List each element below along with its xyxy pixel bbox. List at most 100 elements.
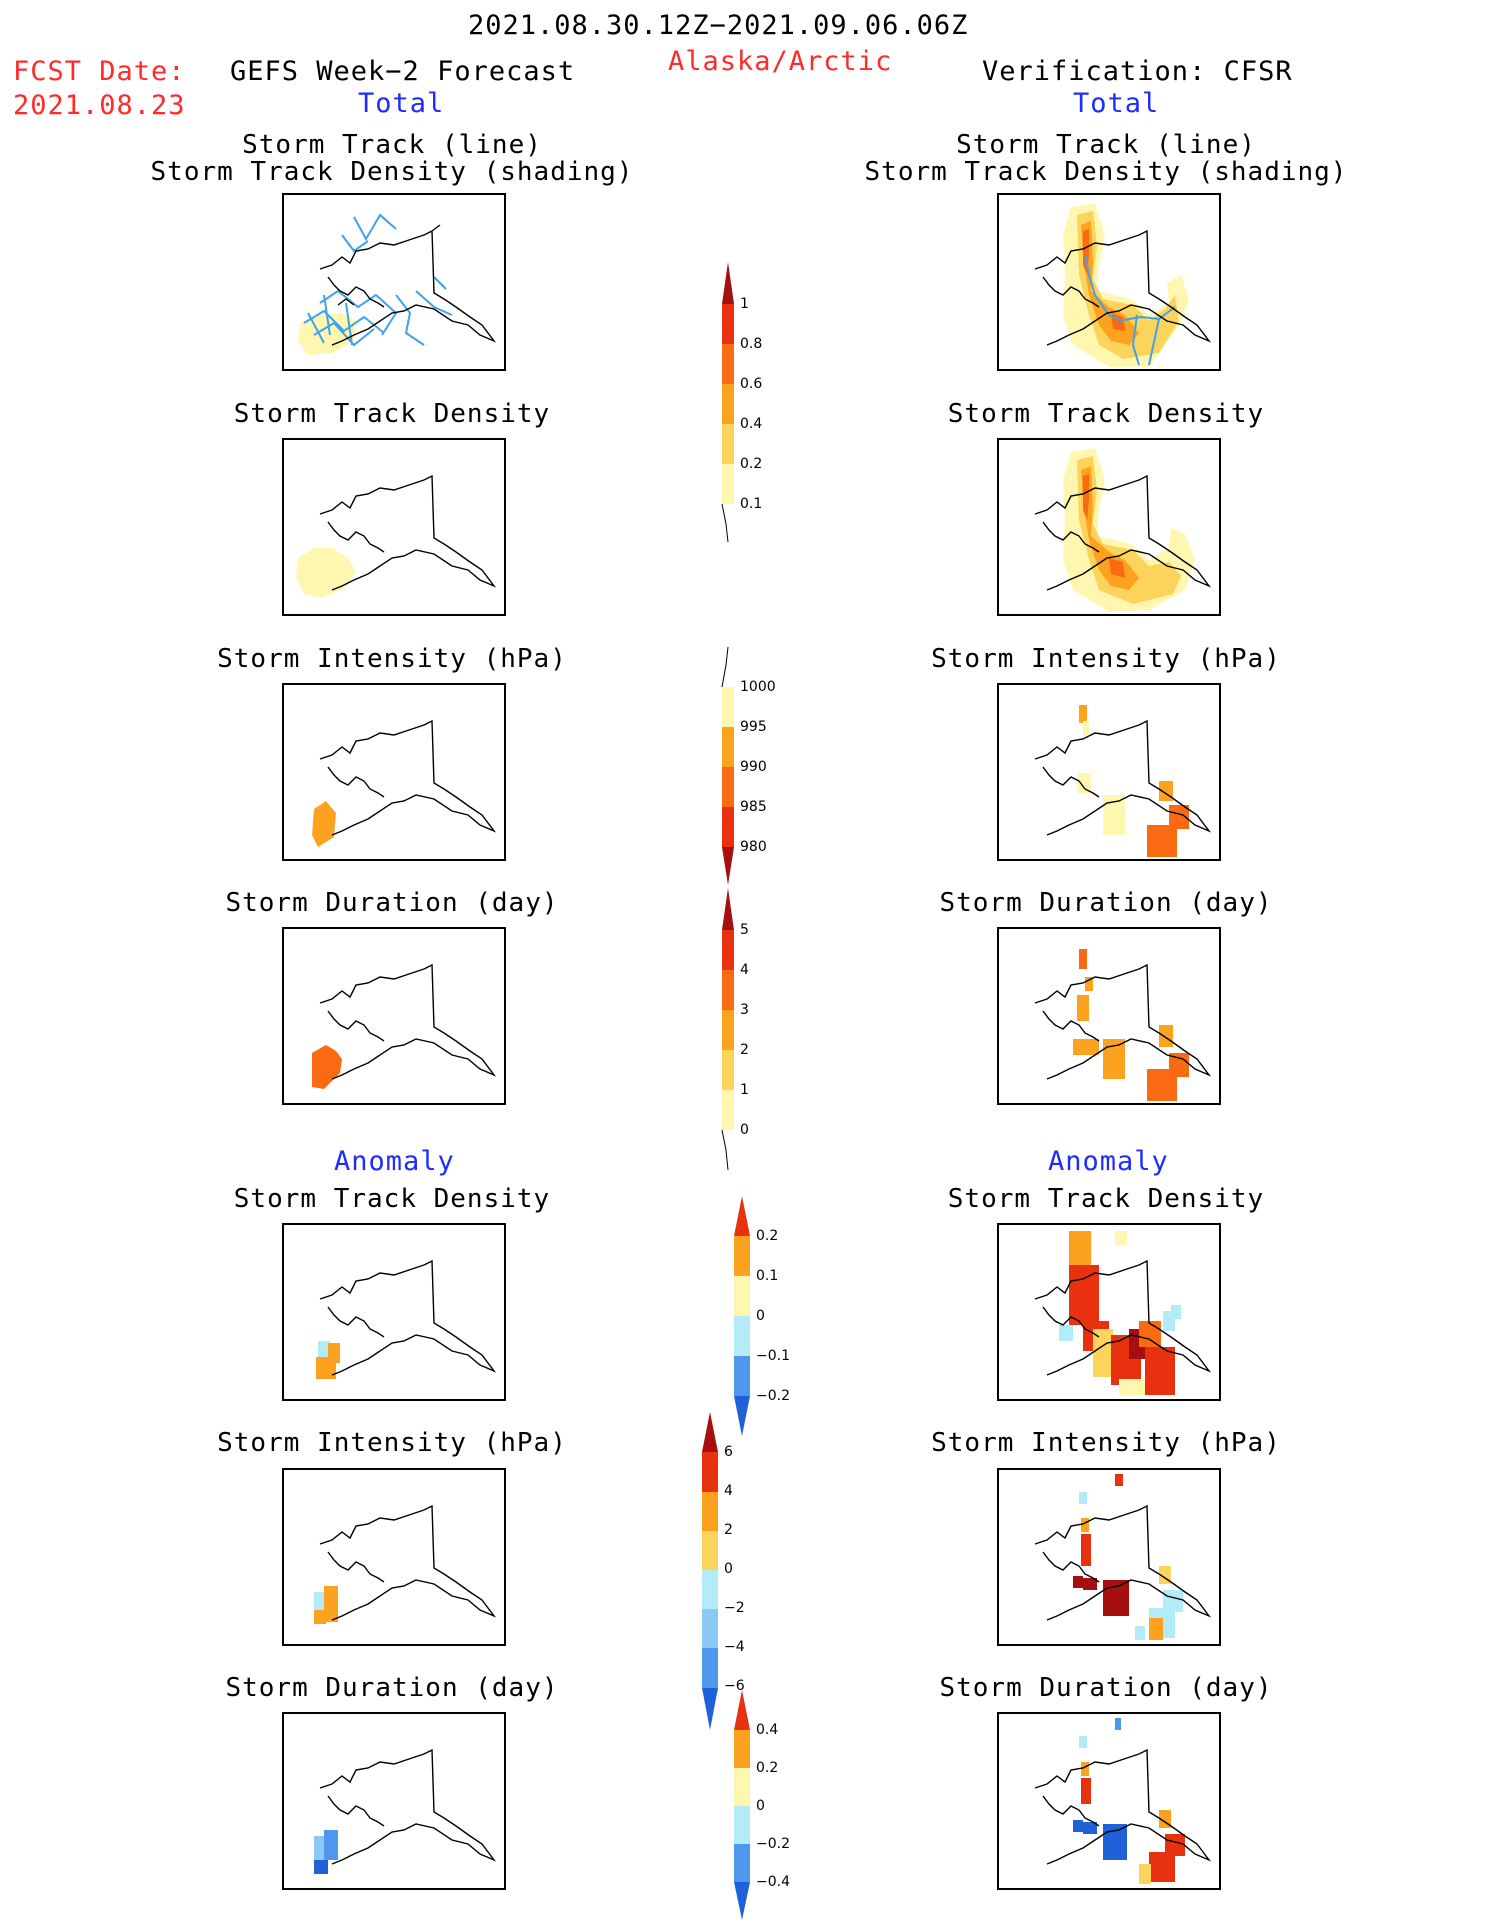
right-intensity-title: Storm Intensity (hPa) [931,644,1281,674]
right-intensity-coastline [1034,719,1212,836]
right-intensity-shading [1077,705,1189,857]
colorbar-anom-intensity-label: −2 [724,1600,745,1616]
colorbar-anom-duration-top-arrow [734,1690,750,1730]
right-anom-intensity-map [997,1468,1221,1646]
left-anom-duration-shading [314,1830,338,1874]
right-duration-title: Storm Duration (day) [939,888,1273,918]
colorbar-anom-intensity-bottom-arrow [702,1688,718,1730]
colorbar-duration-label: 2 [740,1042,749,1058]
right-density-title: Storm Track Density [947,399,1265,429]
colorbar-anom-duration-label: 0 [756,1798,765,1814]
left-duration-coastline [319,963,497,1080]
left-track-coastline [319,224,497,346]
left-track-title-line1: Storm Track (line) [242,130,542,160]
colorbar-density-label: 0.2 [740,456,762,472]
fcst-date-value: 2021.08.23 [13,90,186,121]
left-anom-duration-title: Storm Duration (day) [225,1673,559,1703]
left-column-title: GEFS Week−2 Forecast [230,56,576,87]
colorbar-intensity: 1000 995 990 985 980 [718,645,808,889]
colorbar-anom-intensity-label: 4 [724,1483,733,1499]
colorbar-anom-intensity-label: −4 [724,1639,745,1655]
right-intensity-map [997,683,1221,861]
right-track-title-line2: Storm Track Density (shading) [864,157,1348,187]
right-duration-coastline [1034,963,1212,1080]
left-track-title-line2: Storm Track Density (shading) [150,157,634,187]
right-anom-density-coastline [1034,1259,1212,1376]
right-anom-intensity-coastline [1034,1504,1212,1621]
colorbar-anom-intensity-label: 2 [724,1522,733,1538]
right-density-coastline [1034,474,1212,591]
right-density-map [997,438,1221,616]
left-duration-title: Storm Duration (day) [225,888,559,918]
colorbar-anom-density-bottom-arrow [734,1396,750,1436]
left-anom-intensity-coastline [319,1504,497,1621]
colorbar-density-label: 1 [740,296,749,312]
colorbar-density: 1 0.8 0.6 0.4 0.2 0.1 [718,262,808,551]
left-intensity-map [282,683,506,861]
right-anom-density-title: Storm Track Density [947,1184,1265,1214]
left-intensity-coastline [319,719,497,836]
right-anom-density-map [997,1223,1221,1401]
colorbar-intensity-bottom-arrow [722,847,734,885]
colorbar-anom-density-label: 0.1 [756,1268,778,1284]
colorbar-duration-label: 4 [740,962,749,978]
left-anom-intensity-map [282,1468,506,1646]
right-anom-density-shading [1059,1231,1181,1395]
right-total-label: Total [1073,88,1160,119]
left-total-label: Total [358,88,445,119]
colorbar-anom-density-top-arrow [734,1196,750,1236]
colorbar-anom-intensity-label: 6 [724,1444,733,1460]
left-duration-map [282,927,506,1105]
colorbar-anom-density-label: −0.1 [756,1348,790,1364]
colorbar-duration: 5 4 3 2 1 0 [718,888,808,1177]
colorbar-intensity-label: 980 [740,839,767,855]
colorbar-anom-duration: 0.4 0.2 0 −0.2 −0.4 [732,1690,822,1929]
right-track-title-line1: Storm Track (line) [956,130,1256,160]
colorbar-anom-intensity-label: 0 [724,1561,733,1577]
colorbar-anom-duration-label: −0.4 [756,1874,790,1890]
date-range-title: 2021.08.30.12Z−2021.09.06.06Z [468,10,969,41]
left-track-lines [303,213,453,347]
right-anom-duration-title: Storm Duration (day) [939,1673,1273,1703]
right-column-title: Verification: CFSR [982,56,1293,87]
colorbar-anom-intensity-label: −6 [724,1678,745,1694]
colorbar-duration-top-arrow [722,888,734,930]
left-density-shading [296,548,356,598]
left-intensity-title: Storm Intensity (hPa) [217,644,567,674]
left-intensity-shading [312,801,336,847]
colorbar-duration-label: 1 [740,1082,749,1098]
left-anom-duration-coastline [319,1748,497,1865]
colorbar-duration-label: 3 [740,1002,749,1018]
colorbar-intensity-label: 990 [740,759,767,775]
right-track-map [997,193,1221,371]
colorbar-anom-density-label: 0 [756,1308,765,1324]
right-density-shading [1063,448,1195,612]
left-anom-density-shading [316,1341,340,1379]
colorbar-anom-density: 0.2 0.1 0 −0.1 −0.2 [732,1196,822,1440]
colorbar-intensity-label: 985 [740,799,767,815]
left-track-map [282,193,506,371]
colorbar-density-label: 0.6 [740,376,762,392]
colorbar-duration-label: 0 [740,1122,749,1138]
colorbar-density-label: 0.8 [740,336,762,352]
left-anomaly-label: Anomaly [334,1146,455,1177]
colorbar-intensity-label: 995 [740,719,767,735]
colorbar-density-top-arrow [722,262,734,304]
colorbar-anom-intensity: 6 4 2 0 −2 −4 −6 [700,1412,790,1734]
right-anom-intensity-shading [1073,1474,1183,1640]
left-anom-duration-map [282,1712,506,1890]
colorbar-anom-density-label: 0.2 [756,1228,778,1244]
right-anom-duration-coastline [1034,1748,1212,1865]
colorbar-anom-density-label: −0.2 [756,1388,790,1404]
right-anomaly-label: Anomaly [1048,1146,1169,1177]
colorbar-intensity-label: 1000 [740,679,776,695]
right-track-title: Storm Track (line) Storm Track Density (… [826,132,1386,186]
right-anom-duration-shading [1073,1718,1185,1884]
left-density-coastline [319,474,497,591]
fcst-date-label: FCST Date: [13,56,186,87]
colorbar-duration-label: 5 [740,922,749,938]
left-track-title: Storm Track (line) Storm Track Density (… [112,132,672,186]
left-anom-intensity-shading [314,1586,338,1624]
colorbar-anom-duration-label: 0.4 [756,1722,778,1738]
left-anom-density-title: Storm Track Density [233,1184,551,1214]
